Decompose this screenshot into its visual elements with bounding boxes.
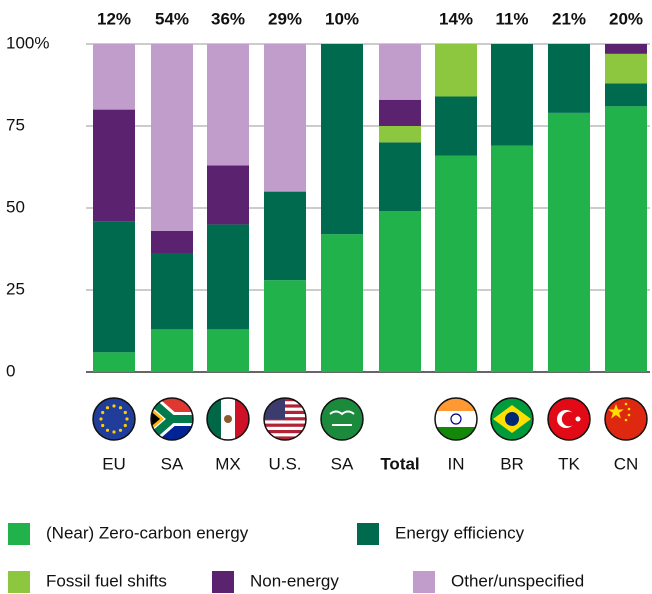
y-tick-label: 50 [6,197,25,216]
bar-segment [435,96,477,156]
bar-annotation: 21% [552,9,586,28]
bar-segment [548,44,590,113]
bar-segment [321,44,363,235]
bar-segment [93,44,135,110]
x-tick-label: CN [614,454,639,473]
bar-segment [435,44,477,97]
bar-segment [321,234,363,372]
x-tick-label: Total [380,454,419,473]
flag-china [605,398,647,440]
bar-segment [264,191,306,281]
bar-segment [264,44,306,192]
bar-annotation: 36% [211,9,245,28]
bar-segment [207,329,249,372]
legend-swatch [8,523,30,545]
flag-us [264,398,306,440]
bar-segment [435,155,477,372]
x-tick-label: MX [215,454,241,473]
bar-segment [151,253,193,330]
bar-annotation: 10% [325,9,359,28]
flags [92,397,648,441]
bar-segment [548,112,590,372]
legend-swatch [212,571,234,593]
bar-segment [605,53,647,84]
x-tick-label: BR [500,454,524,473]
x-tick-label: SA [331,454,354,473]
bar-segment [93,109,135,222]
bar-segment [379,142,421,212]
bar-segment [151,230,193,254]
bar-segment [264,280,306,372]
legend-swatch [8,571,30,593]
x-tick-label: SA [161,454,184,473]
legend-label: Fossil fuel shifts [46,571,167,590]
flag-mexico [207,398,249,440]
x-tick-label: IN [448,454,465,473]
x-tick-label: EU [102,454,126,473]
x-tick-label: TK [558,454,580,473]
flag-saudi-arabia [321,398,363,440]
bar-segment [93,352,135,372]
bar-segment [379,211,421,372]
bar-segment [605,44,647,54]
flag-turkey [548,398,590,440]
y-tick-label: 75 [6,115,25,134]
bar-segment [151,44,193,231]
legend-label: Other/unspecified [451,571,584,590]
bar-segment [379,44,421,100]
flag-india [435,398,477,440]
bar-segment [379,126,421,143]
bar-annotation: 20% [609,9,643,28]
flag-eu [93,398,135,440]
x-tick-label: U.S. [268,454,301,473]
bar-annotation: 11% [495,9,528,28]
bar-segment [379,99,421,126]
legend-swatch [413,571,435,593]
bar-segment [491,145,533,372]
bar-annotation: 12% [97,9,131,28]
y-tick-label: 100% [6,33,49,52]
legend-label: Non-energy [250,571,339,590]
bar-segment [605,106,647,372]
bar-annotation: 54% [155,9,189,28]
flag-south-africa [151,398,193,440]
bar-segment [151,329,193,372]
bar-segment [207,165,249,225]
legend-label: (Near) Zero-carbon energy [46,523,249,542]
legend-label: Energy efficiency [395,523,525,542]
bar-segment [605,83,647,107]
bar-annotation: 29% [268,9,302,28]
bar-segment [207,44,249,166]
bar-segment [491,44,533,146]
bar-segment [207,224,249,330]
bar-annotation: 14% [439,9,473,28]
flag-brazil [491,398,533,440]
bar-segment [93,221,135,353]
y-tick-label: 0 [6,361,15,380]
legend-swatch [357,523,379,545]
y-tick-label: 25 [6,279,25,298]
